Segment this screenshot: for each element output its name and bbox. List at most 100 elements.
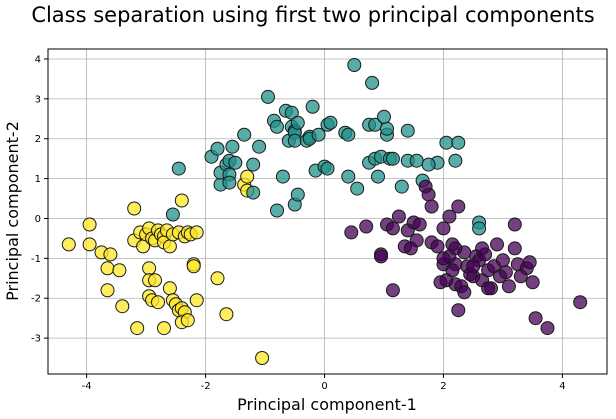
x-tick-label: 4 [559, 381, 565, 392]
scatter-point-class1 [165, 207, 180, 222]
scatter-point-class2 [385, 283, 400, 298]
scatter-point-class0 [100, 261, 115, 276]
scatter-point-class2 [391, 209, 406, 224]
scatter-point-class2 [475, 241, 490, 256]
scatter-point-class1 [350, 181, 365, 196]
scatter-point-class2 [495, 253, 510, 268]
scatter-point-class0 [100, 283, 115, 298]
scatter-point-class1 [171, 161, 186, 176]
scatter-point-class2 [445, 263, 460, 278]
scatter-point-class0 [82, 217, 97, 232]
scatter-point-class0 [142, 261, 157, 276]
scatter-point-class1 [305, 99, 320, 114]
y-tick-label: -2 [31, 294, 41, 305]
x-tick-label: -2 [201, 381, 211, 392]
scatter-point-class0 [186, 259, 201, 274]
scatter-point-class2 [451, 303, 466, 318]
scatter-point-class2 [374, 249, 388, 264]
scatter-point-class1 [421, 157, 436, 172]
scatter-point-class0 [189, 293, 204, 308]
y-axis-label: Principal component-2 [3, 121, 22, 301]
scatter-point-class1 [228, 155, 243, 170]
scatter-point-class1 [275, 169, 290, 184]
y-tick-label: 4 [35, 54, 41, 65]
axis-ticks: -4 -2 0 2 4 -3 -2 -1 0 1 2 3 4 [31, 54, 566, 392]
scatter-point-class0 [115, 299, 130, 314]
scatter-point-class1 [246, 157, 261, 172]
scatter-point-class1 [222, 175, 237, 190]
scatter-point-class2 [498, 265, 513, 280]
scatter-point-class2 [466, 259, 481, 274]
scatter-point-class1 [439, 135, 454, 150]
scatter-point-class0 [219, 307, 234, 322]
y-tick-label: -1 [31, 254, 41, 265]
scatter-point-class1 [341, 169, 356, 184]
scatter-point-class1 [385, 151, 400, 166]
x-axis-label: Principal component-1 [237, 395, 417, 414]
y-tick-label: 0 [35, 214, 41, 225]
scatter-point-class2 [403, 241, 418, 256]
scatter-point-class0 [180, 313, 195, 328]
scatter-point-class1 [261, 89, 275, 104]
scatter-point-class2 [436, 251, 451, 266]
scatter-point-class1 [323, 115, 338, 130]
scatter-point-class1 [371, 169, 385, 184]
scatter-point-class0 [255, 351, 270, 365]
scatter-point-class0 [151, 295, 165, 310]
scatter-point-class0 [240, 169, 255, 184]
scatter-point-class2 [507, 217, 522, 232]
scatter-point-class0 [148, 273, 162, 288]
scatter-point-class2 [436, 221, 451, 236]
scatter-point-class2 [344, 225, 359, 240]
scatter-point-class2 [481, 281, 496, 296]
grid-lines [48, 49, 607, 374]
scatter-point-class1 [252, 139, 267, 154]
scatter-point-class1 [347, 58, 362, 72]
scatter-point-class2 [507, 241, 522, 256]
scatter-point-class2 [501, 279, 516, 294]
scatter-point-class2 [522, 255, 537, 270]
scatter-point-class2 [490, 237, 504, 252]
scatter-point-class0 [61, 237, 76, 252]
scatter-point-class1 [290, 115, 305, 130]
scatter-point-class0 [162, 281, 177, 296]
y-tick-label: 3 [35, 94, 41, 105]
x-tick-label: 2 [440, 381, 446, 392]
scatter-point-class2 [442, 209, 457, 224]
scatter-point-class0 [157, 321, 171, 336]
scatter-point-class0 [130, 321, 145, 336]
scatter-point-class1 [377, 109, 391, 124]
scatter-point-class2 [359, 219, 374, 234]
scatter-point-class1 [394, 179, 409, 194]
scatter-point-class0 [174, 193, 189, 208]
scatter-point-class2 [525, 275, 540, 290]
plot-frame [47, 48, 608, 375]
scatter-point-class0 [210, 271, 225, 286]
scatter-point-class2 [421, 187, 436, 202]
scatter-point-class1 [270, 119, 284, 134]
scatter-point-class1 [400, 123, 415, 138]
scatter-point-class0 [127, 201, 142, 216]
scatter-point-class2 [451, 199, 466, 214]
scatter-point-class0 [112, 263, 127, 278]
scatter-point-class1 [270, 203, 284, 218]
y-tick-label: 1 [35, 174, 41, 185]
x-tick-label: -4 [82, 381, 92, 392]
scatter-point-class1 [287, 133, 302, 148]
data-points [61, 58, 588, 365]
scatter-point-class1 [341, 127, 356, 142]
scatter-point-class1 [311, 127, 326, 142]
scatter-point-class2 [528, 311, 543, 326]
scatter-point-class0 [189, 225, 204, 240]
scatter-point-class1 [365, 75, 380, 90]
scatter-point-class2 [412, 217, 427, 232]
x-tick-label: 0 [321, 381, 327, 392]
scatter-point-class2 [448, 241, 463, 256]
y-tick-label: 2 [35, 134, 41, 145]
scatter-point-class1 [246, 185, 261, 200]
chart-title: Class separation using first two princip… [31, 3, 594, 27]
scatter-point-class2 [385, 221, 400, 236]
scatter-point-class1 [380, 121, 394, 136]
scatter-point-class0 [82, 237, 97, 252]
